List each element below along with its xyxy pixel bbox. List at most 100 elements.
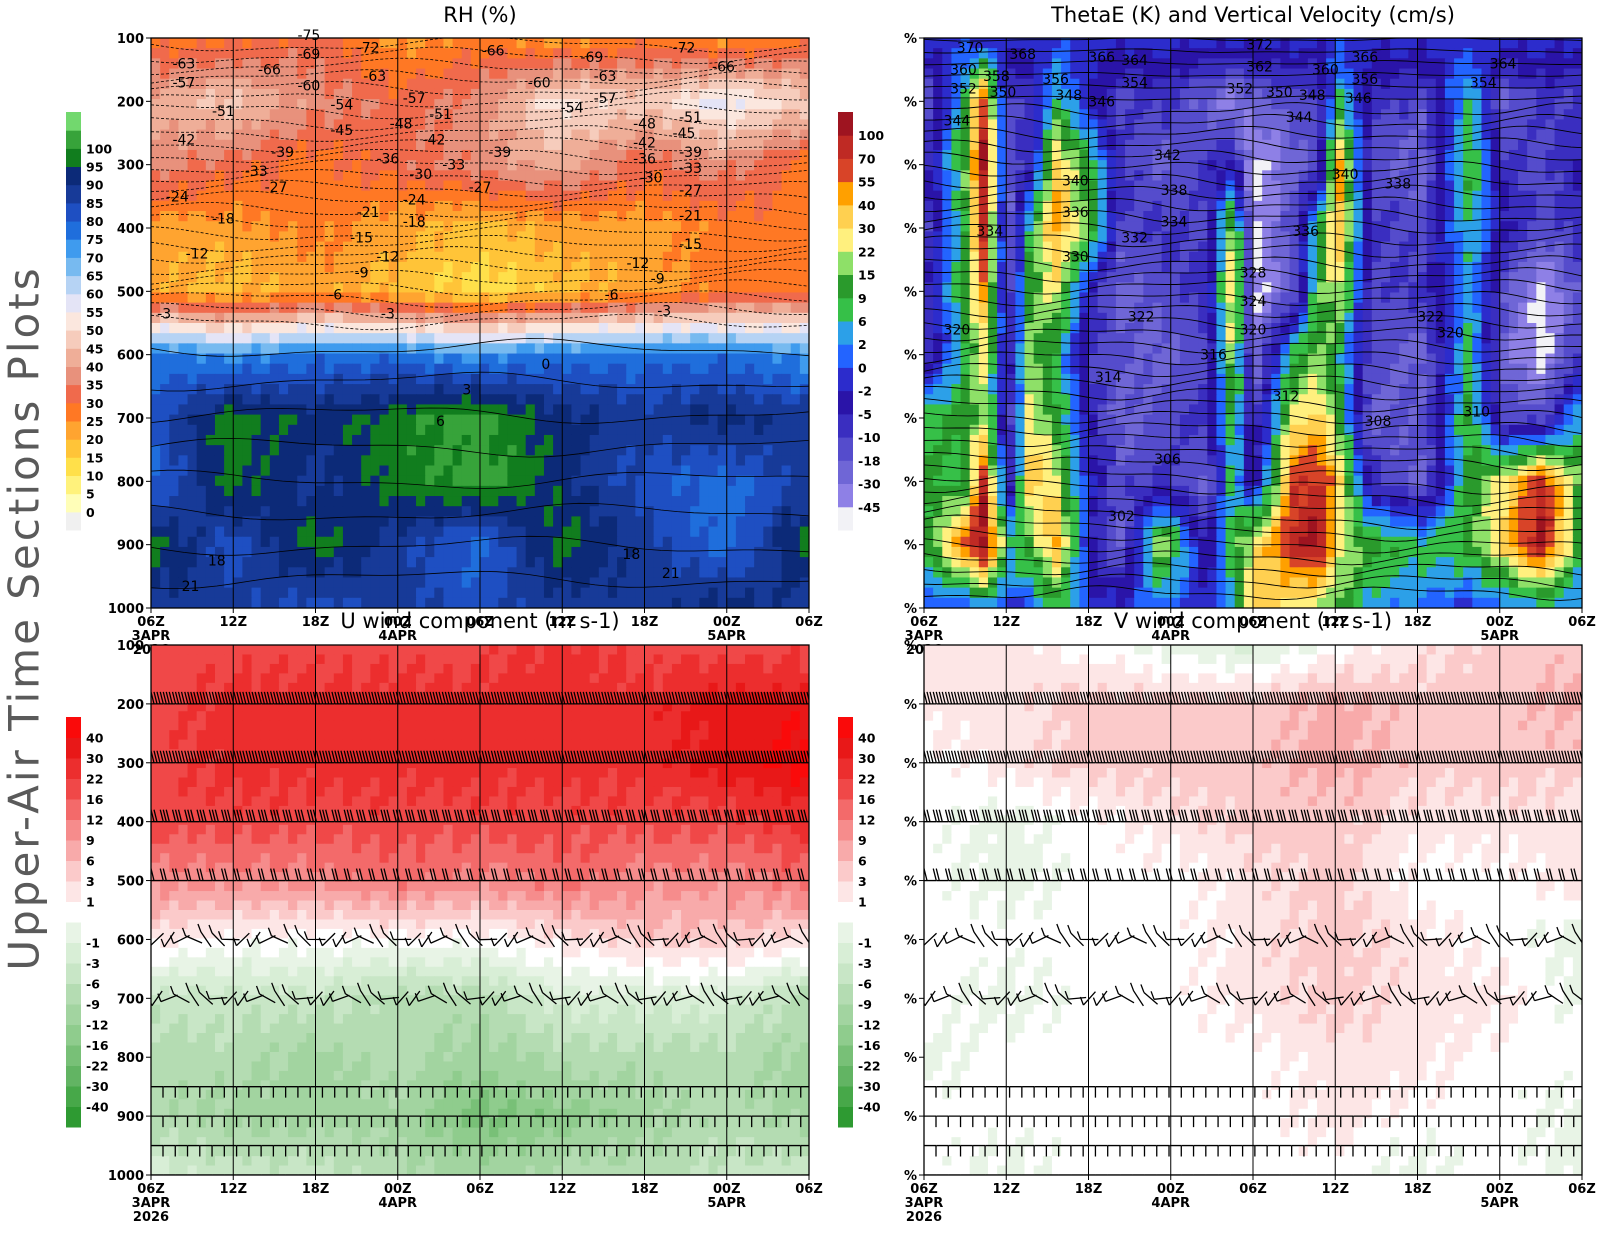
rh-colorbar-swatch — [66, 257, 81, 277]
rh-cell — [461, 251, 472, 263]
rh-cell — [735, 119, 746, 131]
rh-cell — [589, 160, 600, 171]
rh-cell — [763, 373, 774, 385]
rh-cell — [160, 414, 170, 426]
rh-cell — [434, 272, 445, 283]
rh-cell — [644, 394, 655, 406]
rh-cell — [607, 312, 618, 324]
rh-cell — [151, 261, 161, 273]
rh-cell — [187, 475, 198, 487]
rh-cell — [379, 78, 390, 90]
rh-cell — [278, 424, 289, 436]
rh-cell — [187, 160, 198, 171]
rh-cell — [726, 149, 737, 161]
rh-cell — [562, 190, 572, 202]
rh-cell — [498, 485, 509, 497]
rh-cell — [333, 99, 344, 110]
rh-cell — [324, 333, 335, 344]
rh-cell — [489, 221, 499, 232]
rh-colorbar-label: 85 — [86, 196, 103, 211]
rh-cell — [306, 485, 317, 497]
rh-cell — [781, 343, 792, 355]
rh-cell — [324, 373, 335, 385]
rh-cell — [571, 160, 582, 171]
rh-cell — [214, 557, 225, 568]
rh-cell — [507, 139, 518, 151]
rh-cell — [370, 577, 381, 589]
rh-cell — [735, 353, 746, 365]
rh-cell — [205, 373, 216, 385]
rh-cell — [772, 211, 783, 222]
rh-cell — [635, 99, 646, 110]
rh-cell — [607, 333, 618, 344]
rh-cell — [681, 526, 691, 538]
rh-cell — [644, 567, 655, 579]
rh-cell — [516, 180, 527, 192]
rh-cell — [507, 506, 518, 517]
rh-cell — [617, 404, 627, 416]
rh-cell — [516, 455, 527, 467]
rh-cell — [352, 170, 362, 182]
thetae-cell — [987, 38, 998, 49]
rh-cell — [507, 333, 518, 344]
thetae-cell — [951, 88, 962, 100]
rh-cell — [443, 200, 454, 212]
rh-cell — [470, 129, 481, 141]
rh-cell — [388, 496, 399, 507]
rh-cell — [480, 455, 490, 467]
rh-cell — [553, 231, 563, 243]
rh-contour-label: -57 — [403, 91, 426, 107]
rh-cell — [735, 394, 746, 406]
rh-cell — [251, 231, 262, 243]
rh-cell — [690, 485, 700, 497]
rh-cell — [781, 394, 792, 406]
rh-cell — [397, 546, 408, 558]
rh-cell — [379, 434, 390, 446]
rh-cell — [543, 292, 554, 304]
rh-cell — [160, 577, 170, 589]
rh-cell — [626, 272, 636, 283]
rh-cell — [370, 119, 381, 131]
rh-cell — [452, 496, 463, 507]
thetae-cell — [1380, 38, 1391, 49]
rh-cell — [251, 292, 262, 304]
thetae-cell — [1033, 38, 1044, 49]
rh-cell — [525, 424, 536, 436]
rh-cell — [681, 434, 691, 446]
rh-cell — [498, 180, 509, 192]
rh-cell — [763, 241, 774, 253]
rh-cell — [160, 384, 170, 395]
rh-cell — [699, 282, 710, 294]
rh-cell — [169, 465, 180, 477]
rh-cell — [416, 58, 426, 70]
rh-cell — [763, 58, 774, 70]
rh-cell — [205, 445, 216, 456]
rh-cell — [763, 282, 774, 294]
rh-cell — [205, 38, 216, 49]
rh-cell — [726, 272, 737, 283]
rh-cell — [224, 129, 234, 141]
rh-cell — [690, 363, 700, 375]
rh-cell — [589, 343, 600, 355]
rh-cell — [534, 567, 545, 579]
rh-cell — [708, 445, 719, 456]
rh-cell — [342, 353, 353, 365]
thetae-cell — [1253, 109, 1263, 121]
rh-cell — [754, 577, 764, 589]
rh-cell — [662, 485, 673, 497]
rh-cell — [397, 496, 408, 507]
thetae-cell — [1061, 129, 1071, 141]
rh-cell — [443, 333, 454, 344]
rh-cell — [745, 149, 755, 161]
rh-cell — [662, 312, 673, 324]
rh-cell — [598, 404, 609, 416]
rh-cell — [489, 78, 499, 90]
rh-cell — [333, 485, 344, 497]
rh-cell — [306, 180, 317, 192]
rh-cell — [754, 88, 764, 100]
rh-cell — [745, 302, 755, 314]
rh-cell — [379, 465, 390, 477]
rh-cell — [735, 485, 746, 497]
rh-cell — [598, 221, 609, 232]
rh-cell — [224, 251, 234, 263]
